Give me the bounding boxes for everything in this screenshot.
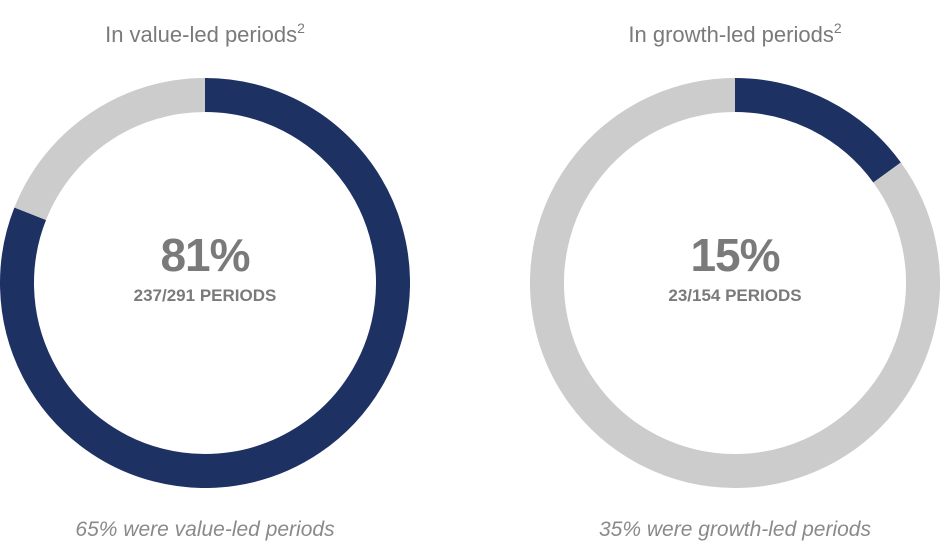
donut-slice-miss bbox=[530, 78, 940, 488]
donut-slice-hit bbox=[0, 78, 410, 488]
center-percentage: 81% bbox=[160, 229, 250, 281]
footnote: 35% were growth-led periods bbox=[599, 518, 871, 541]
growth-led-panel: In growth-led periods2 15% 23/154 PERIOD… bbox=[530, 0, 950, 560]
title-superscript: 2 bbox=[297, 20, 305, 36]
donut-slice-hit bbox=[734, 78, 901, 183]
center-periods-label: 237/291 PERIODS bbox=[133, 286, 277, 305]
chart-title-text: In growth-led periods bbox=[628, 22, 834, 47]
chart-title: In growth-led periods2 bbox=[530, 20, 940, 48]
center-percentage: 15% bbox=[690, 229, 780, 281]
chart-title-text: In value-led periods bbox=[105, 22, 298, 47]
center-periods-label: 23/154 PERIODS bbox=[668, 286, 802, 305]
donut-chart bbox=[530, 78, 940, 488]
chart-title: In value-led periods2 bbox=[0, 20, 410, 48]
value-led-panel: In value-led periods2 81% 237/291 PERIOD… bbox=[0, 0, 420, 560]
donut-slice-miss bbox=[14, 78, 206, 221]
footnote: 65% were value-led periods bbox=[75, 518, 335, 541]
title-superscript: 2 bbox=[833, 20, 842, 36]
donut-chart bbox=[0, 78, 410, 488]
